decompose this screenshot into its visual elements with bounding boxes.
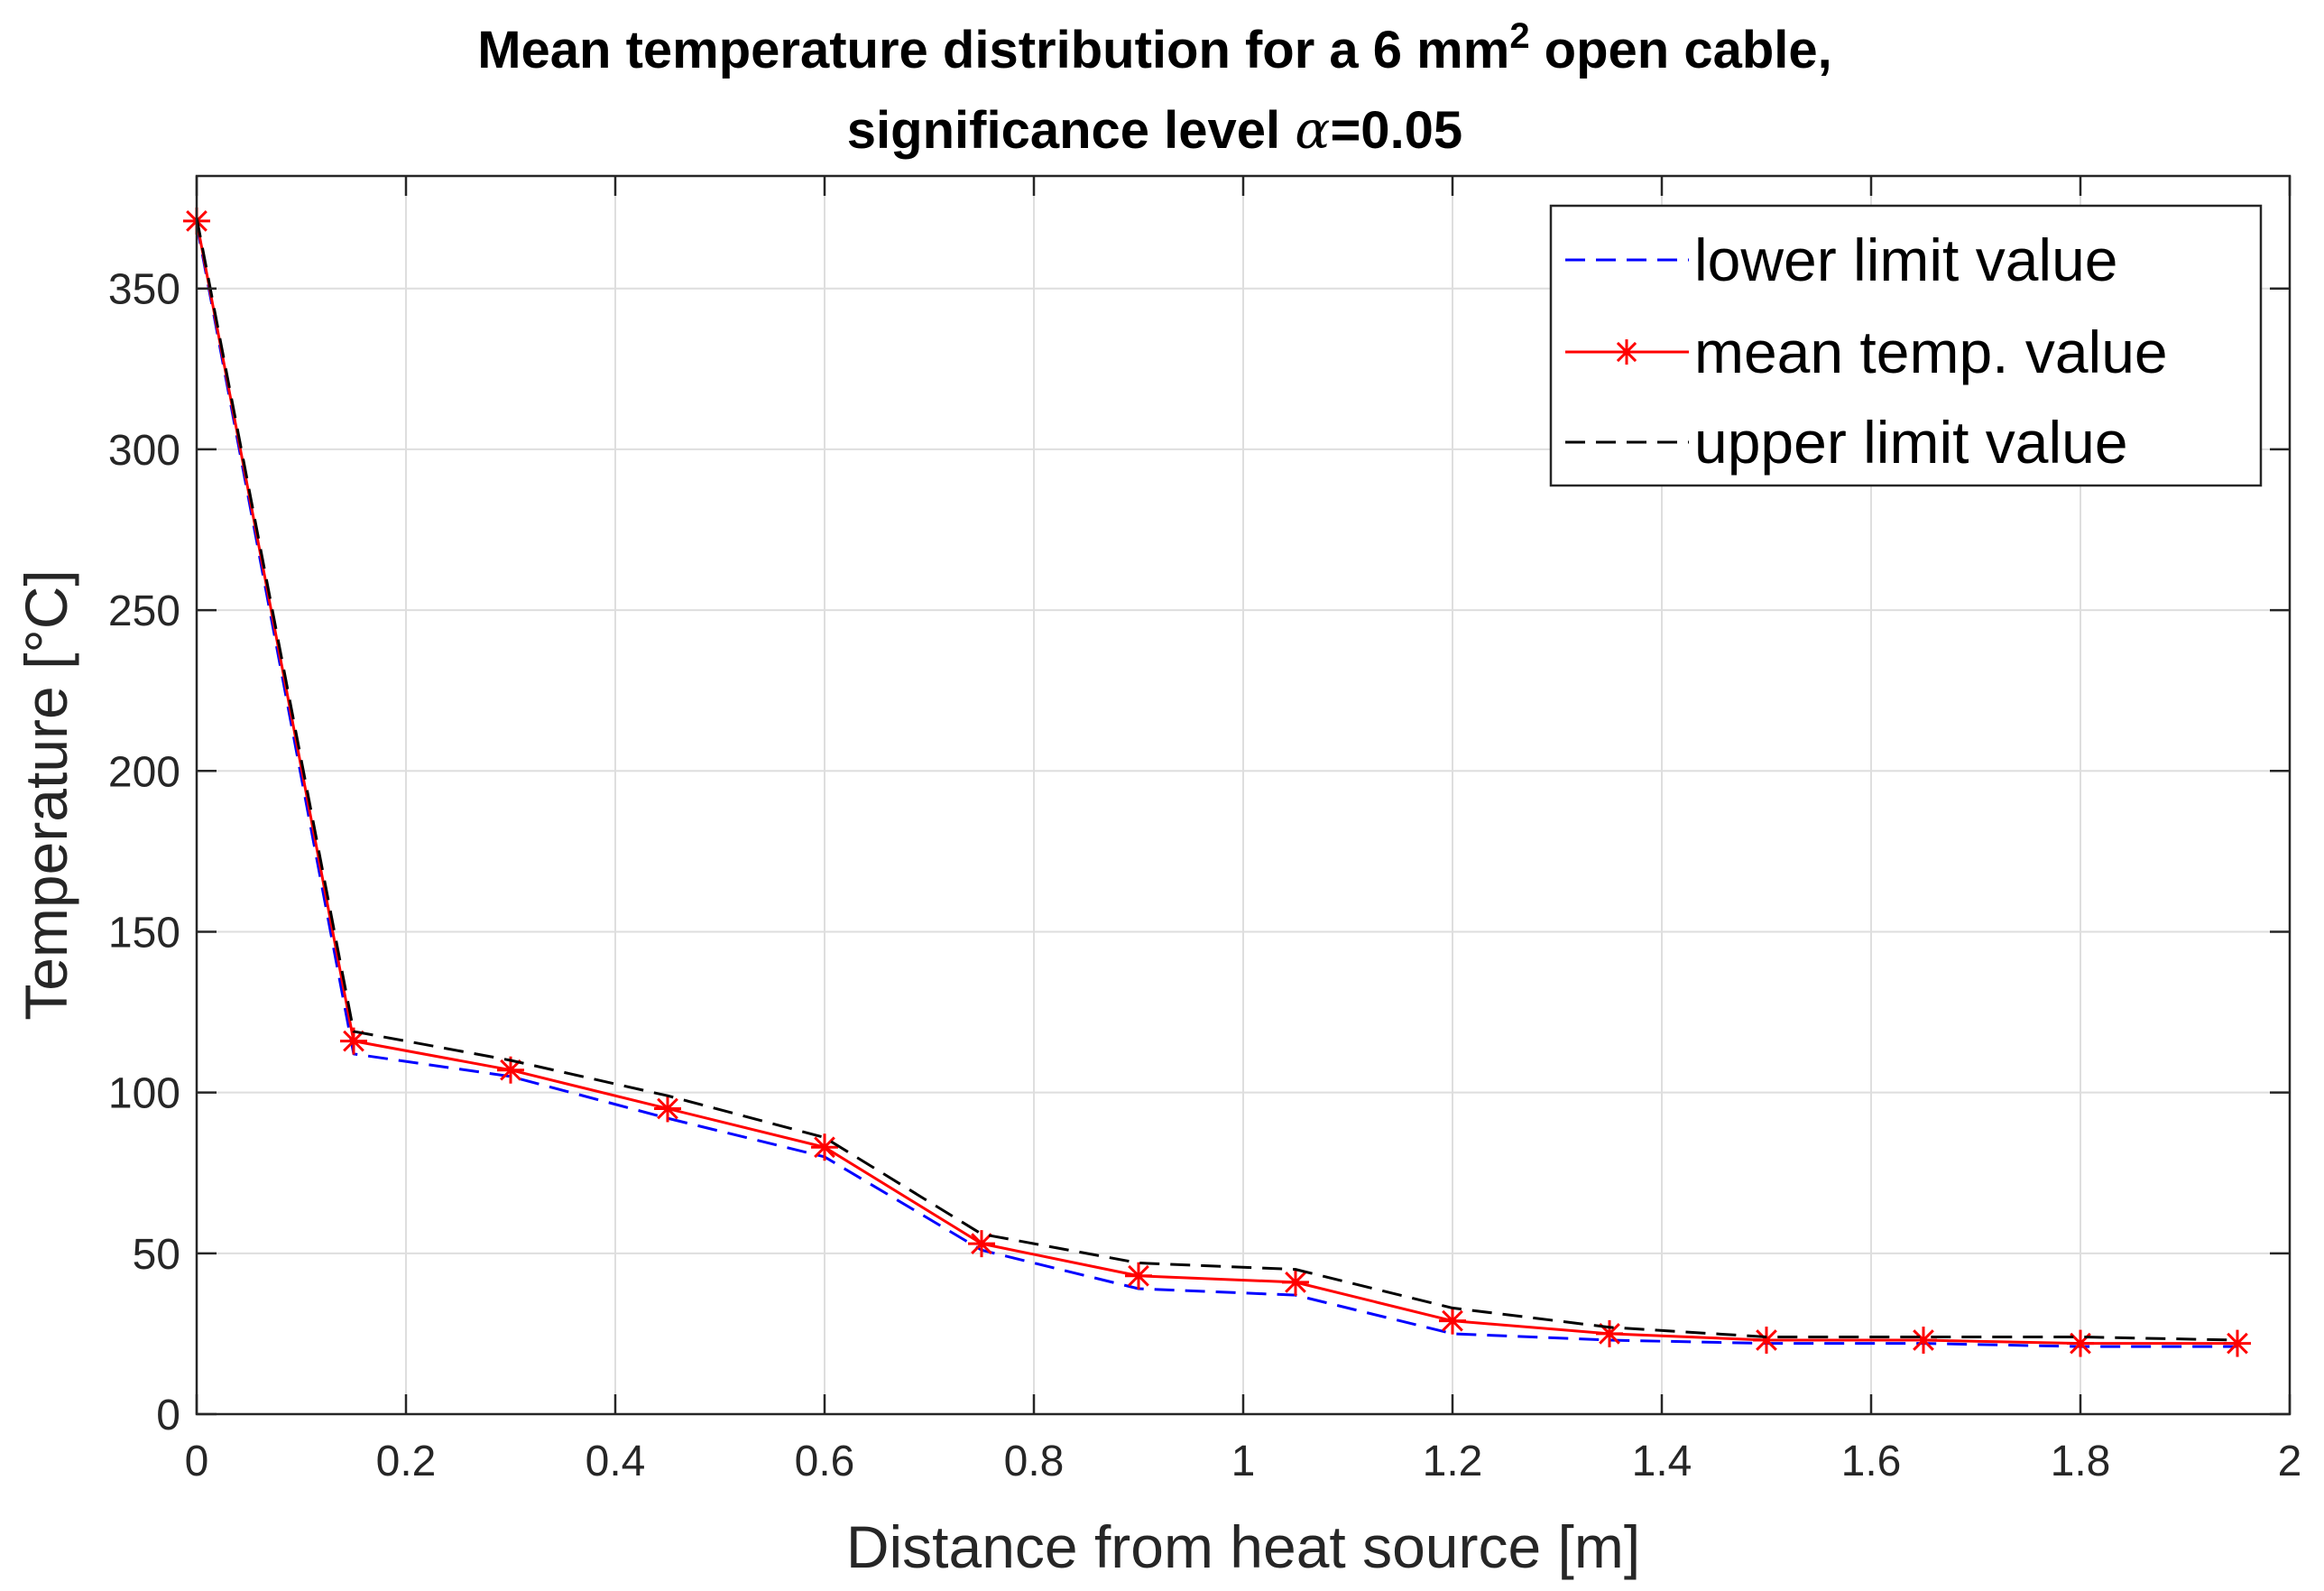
data-point-marker xyxy=(497,1056,524,1084)
legend-marker xyxy=(1614,339,1639,365)
chart-title-alpha-symbol: α xyxy=(1295,99,1330,161)
legend: lower limit value mean temp. value upper l… xyxy=(1549,204,2263,487)
chart-title-line1-suffix: open cable, xyxy=(1530,21,1832,79)
y-tick-label: 150 xyxy=(108,909,180,957)
y-tick-label: 50 xyxy=(133,1231,180,1279)
series-line-1 xyxy=(195,220,2237,1346)
y-tick-label: 300 xyxy=(108,427,180,475)
data-point-marker xyxy=(654,1095,681,1123)
data-point-marker xyxy=(1125,1262,1152,1290)
x-ticks: 0 0.2 0.4 0.6 0.8 1 1.2 1.4 1.6 1.8 2 xyxy=(185,176,2302,1485)
data-point-marker xyxy=(968,1230,995,1258)
x-tick-label: 1.6 xyxy=(1841,1438,1902,1485)
x-tick-label: 0.8 xyxy=(1004,1438,1065,1485)
chart-title-superscript: 2 xyxy=(1509,16,1529,56)
data-point-marker xyxy=(1439,1307,1466,1335)
data-point-marker xyxy=(1596,1319,1623,1347)
legend-label-0: lower limit value xyxy=(1694,227,2117,293)
y-tick-label: 100 xyxy=(108,1070,180,1118)
data-point-marker xyxy=(2224,1329,2251,1357)
legend-items: lower limit value mean temp. value upper l… xyxy=(1565,227,2168,476)
legend-label-1: mean temp. value xyxy=(1694,319,2168,385)
legend-label-2: upper limit value xyxy=(1694,409,2128,476)
chart-title-line2: significance level α=0.05 xyxy=(847,99,1462,161)
chart-title-line2-suffix: =0.05 xyxy=(1330,101,1462,160)
y-tick-label: 0 xyxy=(156,1392,180,1439)
data-point-marker xyxy=(1282,1268,1309,1296)
data-point-marker xyxy=(2067,1329,2094,1357)
y-tick-label: 350 xyxy=(108,266,180,314)
x-tick-label: 0 xyxy=(185,1438,209,1485)
x-tick-label: 0.6 xyxy=(795,1438,855,1485)
x-tick-label: 2 xyxy=(2278,1438,2302,1485)
series-layer xyxy=(183,207,2251,1357)
y-ticks: 0 50 100 150 200 250 300 350 xyxy=(108,266,2290,1439)
chart-title-line1-prefix: Mean temperature distribution for a 6 mm xyxy=(477,21,1509,79)
series-line-0 xyxy=(195,224,2237,1348)
y-axis-label: Temperature [°C] xyxy=(13,569,79,1021)
legend-box xyxy=(1549,204,2263,487)
y-tick-label: 200 xyxy=(108,748,180,796)
x-tick-label: 1.8 xyxy=(2051,1438,2111,1485)
x-tick-label: 0.4 xyxy=(586,1438,646,1485)
x-tick-label: 1 xyxy=(1231,1438,1256,1485)
data-point-marker xyxy=(1753,1327,1780,1355)
x-tick-label: 0.2 xyxy=(376,1438,437,1485)
chart-title-line1: Mean temperature distribution for a 6 mm… xyxy=(477,16,1832,79)
data-point-marker xyxy=(1910,1327,1937,1355)
x-tick-label: 1.4 xyxy=(1632,1438,1692,1485)
series-line-2 xyxy=(195,217,2238,1342)
data-point-marker xyxy=(811,1133,838,1161)
chart-title-line2-prefix: significance level xyxy=(847,101,1295,160)
x-axis-label: Distance from heat source [m] xyxy=(846,1513,1640,1580)
x-tick-label: 1.2 xyxy=(1423,1438,1483,1485)
y-tick-label: 250 xyxy=(108,587,180,635)
